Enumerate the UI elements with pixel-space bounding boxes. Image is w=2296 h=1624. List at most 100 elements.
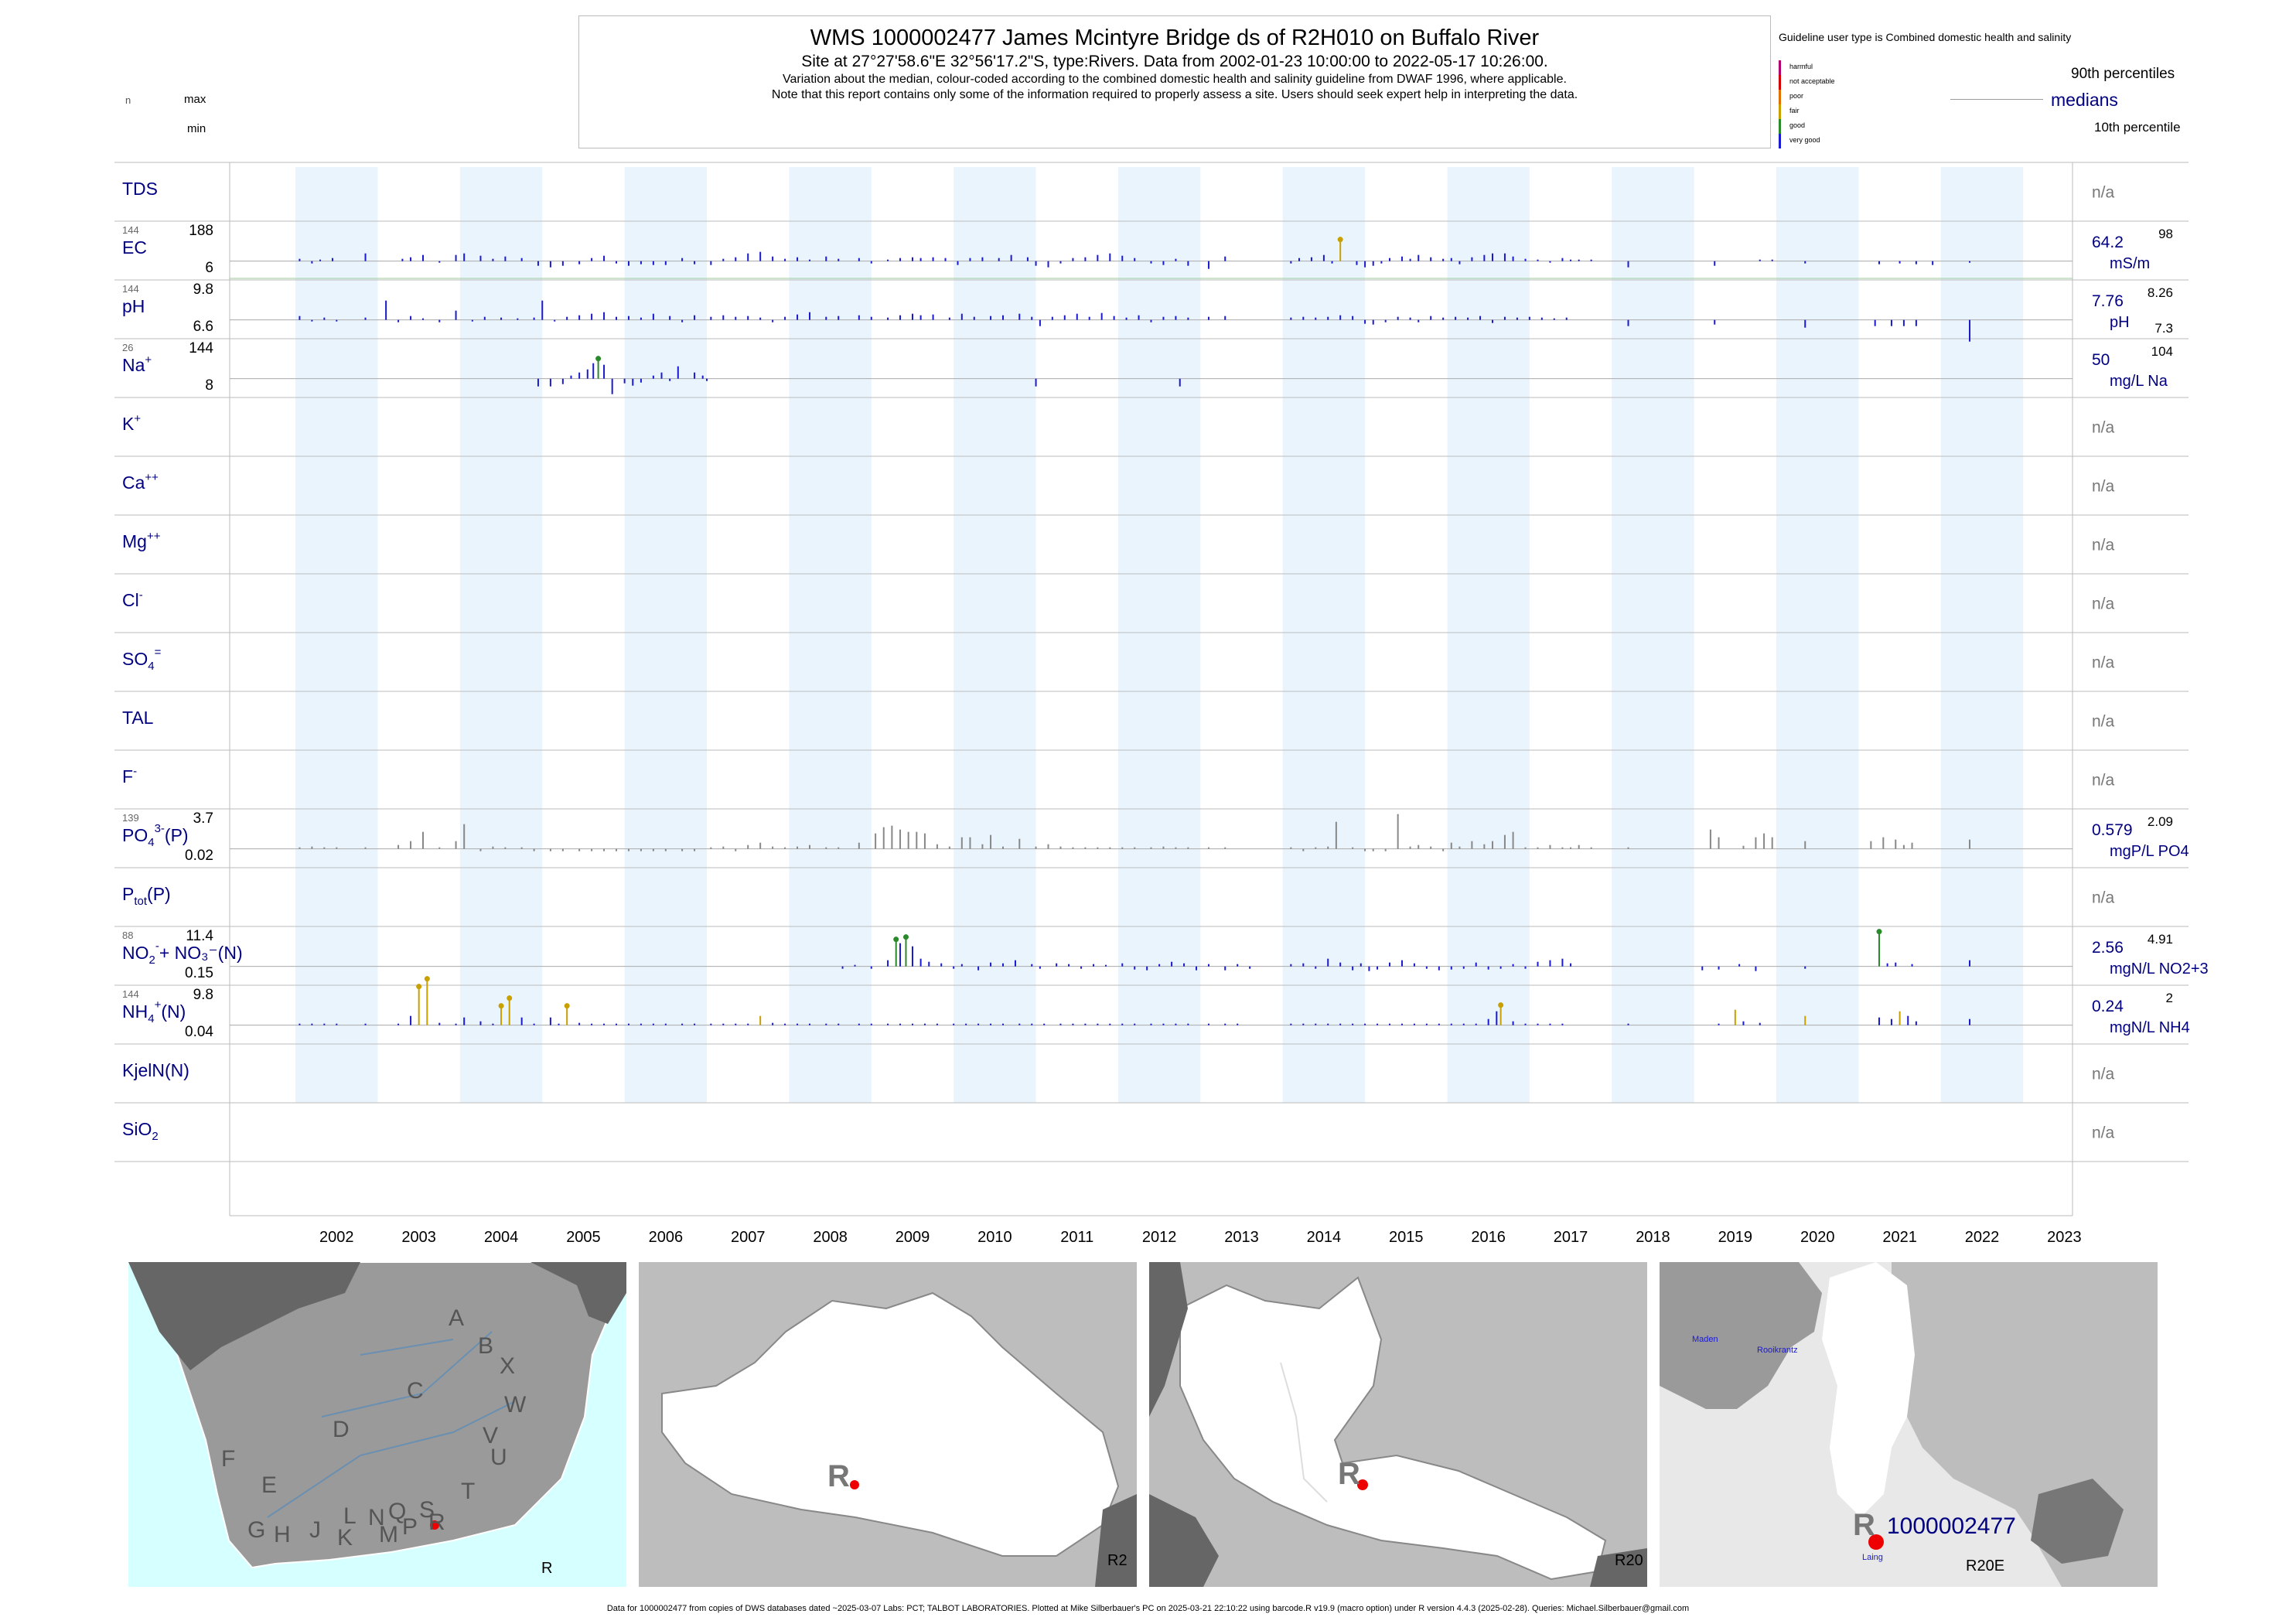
data-bar — [1450, 842, 1452, 849]
data-bar — [899, 943, 902, 967]
data-bar — [1104, 964, 1107, 967]
data-bar — [1121, 1023, 1124, 1025]
data-bar — [652, 261, 654, 265]
data-bar — [508, 998, 510, 1025]
map-label-r: R — [541, 1560, 553, 1577]
drainage-region-letter: D — [333, 1417, 350, 1442]
row-median-value: n/a — [2092, 419, 2115, 437]
x-tick-label: 2019 — [1718, 1229, 1753, 1246]
data-bar — [561, 378, 564, 384]
data-bar — [422, 254, 425, 261]
data-bar — [410, 1015, 412, 1025]
data-bar — [1109, 253, 1111, 261]
data-bar — [492, 1023, 494, 1025]
drainage-region-letter: K — [337, 1525, 353, 1551]
data-bar — [1068, 964, 1070, 967]
data-bar — [841, 966, 844, 969]
data-bar — [1528, 316, 1530, 320]
data-bar — [1352, 847, 1354, 849]
x-tick-label: 2009 — [896, 1229, 930, 1246]
data-bar — [1409, 846, 1411, 849]
data-bar — [1503, 316, 1506, 320]
row-median-value: n/a — [2092, 772, 2115, 790]
data-bar — [960, 313, 963, 320]
data-bar — [319, 259, 322, 261]
data-bar — [471, 319, 473, 322]
row-label: SiO2 — [122, 1119, 159, 1143]
data-bar — [977, 1023, 980, 1025]
data-bar — [1372, 261, 1374, 266]
data-bar — [825, 1023, 827, 1025]
data-bar — [578, 372, 581, 379]
data-bar — [1162, 261, 1165, 265]
data-bar — [426, 978, 428, 1025]
data-bar — [998, 258, 1000, 261]
data-bar — [1442, 848, 1445, 851]
year-shade-band — [1940, 167, 2024, 1103]
data-bar — [533, 1023, 535, 1025]
row-min-value: 8 — [205, 377, 213, 394]
row-p90-value: 98 — [2158, 227, 2173, 241]
row-median-value: 50 — [2092, 351, 2110, 369]
data-bar — [911, 313, 913, 320]
data-bar — [981, 844, 984, 849]
row-label: NO2-+ NO₃⁻(N) — [122, 940, 243, 967]
data-bar — [1570, 259, 1572, 261]
report-note-1: Variation about the median, colour-coded… — [783, 73, 1567, 86]
data-bar — [759, 1015, 762, 1025]
map-r20e: R 1000002477 Maden Rooikrantz Laing R20E — [1660, 1262, 2158, 1587]
data-bar — [1524, 1023, 1527, 1025]
row-max-value: 3.7 — [193, 810, 213, 827]
data-bar — [887, 1023, 889, 1025]
row-median-value: n/a — [2092, 595, 2115, 613]
map-label-r2: R2 — [1107, 1552, 1128, 1569]
data-bar — [520, 1017, 523, 1025]
data-bar — [1249, 966, 1251, 969]
data-bar — [681, 1023, 684, 1025]
data-bar — [960, 964, 963, 967]
data-bar — [1224, 316, 1226, 320]
data-bar — [1524, 258, 1527, 261]
data-bar — [1759, 259, 1761, 261]
data-bar — [1162, 1023, 1165, 1025]
data-bar — [1171, 961, 1173, 967]
data-bar — [597, 358, 599, 379]
guideline-class-item: good — [1779, 119, 1887, 134]
data-bar — [1035, 378, 1037, 387]
data-bar-cap — [424, 976, 430, 982]
data-bar — [1162, 846, 1165, 849]
guideline-class-item: not acceptable — [1779, 75, 1887, 90]
data-bar — [916, 831, 918, 849]
data-bar — [858, 258, 860, 261]
data-bar — [1207, 316, 1209, 320]
data-bar — [1339, 315, 1342, 320]
data-bar — [694, 1023, 696, 1025]
data-bar — [973, 316, 975, 320]
data-bar — [1438, 1023, 1440, 1025]
data-bar — [500, 1005, 503, 1025]
map-r20-svg — [1149, 1262, 1647, 1587]
data-bar — [652, 848, 654, 851]
row-median-value: 64.2 — [2092, 234, 2124, 251]
data-bar — [735, 316, 737, 320]
data-bar — [578, 261, 581, 264]
row-max-value: 9.8 — [193, 987, 213, 1003]
data-bar — [1718, 1023, 1720, 1025]
row-median-value: n/a — [2092, 1124, 2115, 1142]
data-bar — [1413, 1023, 1415, 1025]
data-bar — [616, 316, 618, 320]
data-bar — [455, 310, 457, 320]
data-bar — [410, 841, 412, 849]
data-bar — [1179, 378, 1181, 387]
data-bar — [1870, 841, 1872, 849]
data-bar — [1290, 1023, 1292, 1025]
drainage-region-letter: Q — [388, 1499, 407, 1524]
data-bar — [299, 1023, 301, 1025]
data-bar — [759, 317, 762, 320]
row-label: SO4= — [122, 646, 162, 673]
p90-label: 90th percentiles — [2071, 66, 2175, 82]
row-p90-value: 2.09 — [2148, 814, 2173, 829]
data-bar — [1084, 1023, 1087, 1025]
data-bar — [809, 1023, 811, 1025]
